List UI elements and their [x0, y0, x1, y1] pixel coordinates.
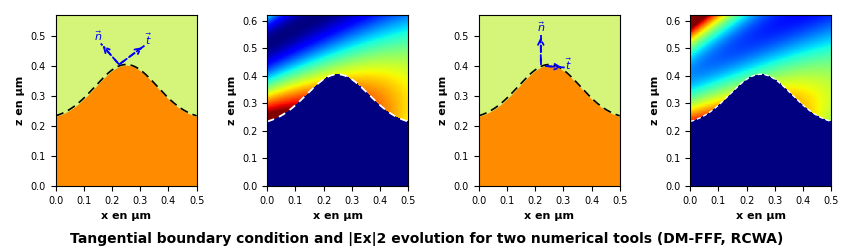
Y-axis label: z en μm: z en μm: [226, 76, 236, 125]
X-axis label: x en μm: x en μm: [735, 211, 785, 221]
X-axis label: x en μm: x en μm: [524, 211, 573, 221]
Text: $\vec{n}$: $\vec{n}$: [94, 29, 102, 43]
Text: $\vec{n}$: $\vec{n}$: [536, 20, 544, 33]
X-axis label: x en μm: x en μm: [101, 211, 151, 221]
Text: $\vec{t}$: $\vec{t}$: [145, 31, 152, 47]
Y-axis label: z en μm: z en μm: [649, 76, 659, 125]
Text: Tangential boundary condition and |Ex|2 evolution for two numerical tools (DM-FF: Tangential boundary condition and |Ex|2 …: [70, 232, 783, 246]
Y-axis label: z en μm: z en μm: [15, 76, 25, 125]
Y-axis label: z en μm: z en μm: [438, 76, 448, 125]
Text: $\vec{t}$: $\vec{t}$: [565, 56, 572, 72]
X-axis label: x en μm: x en μm: [312, 211, 363, 221]
